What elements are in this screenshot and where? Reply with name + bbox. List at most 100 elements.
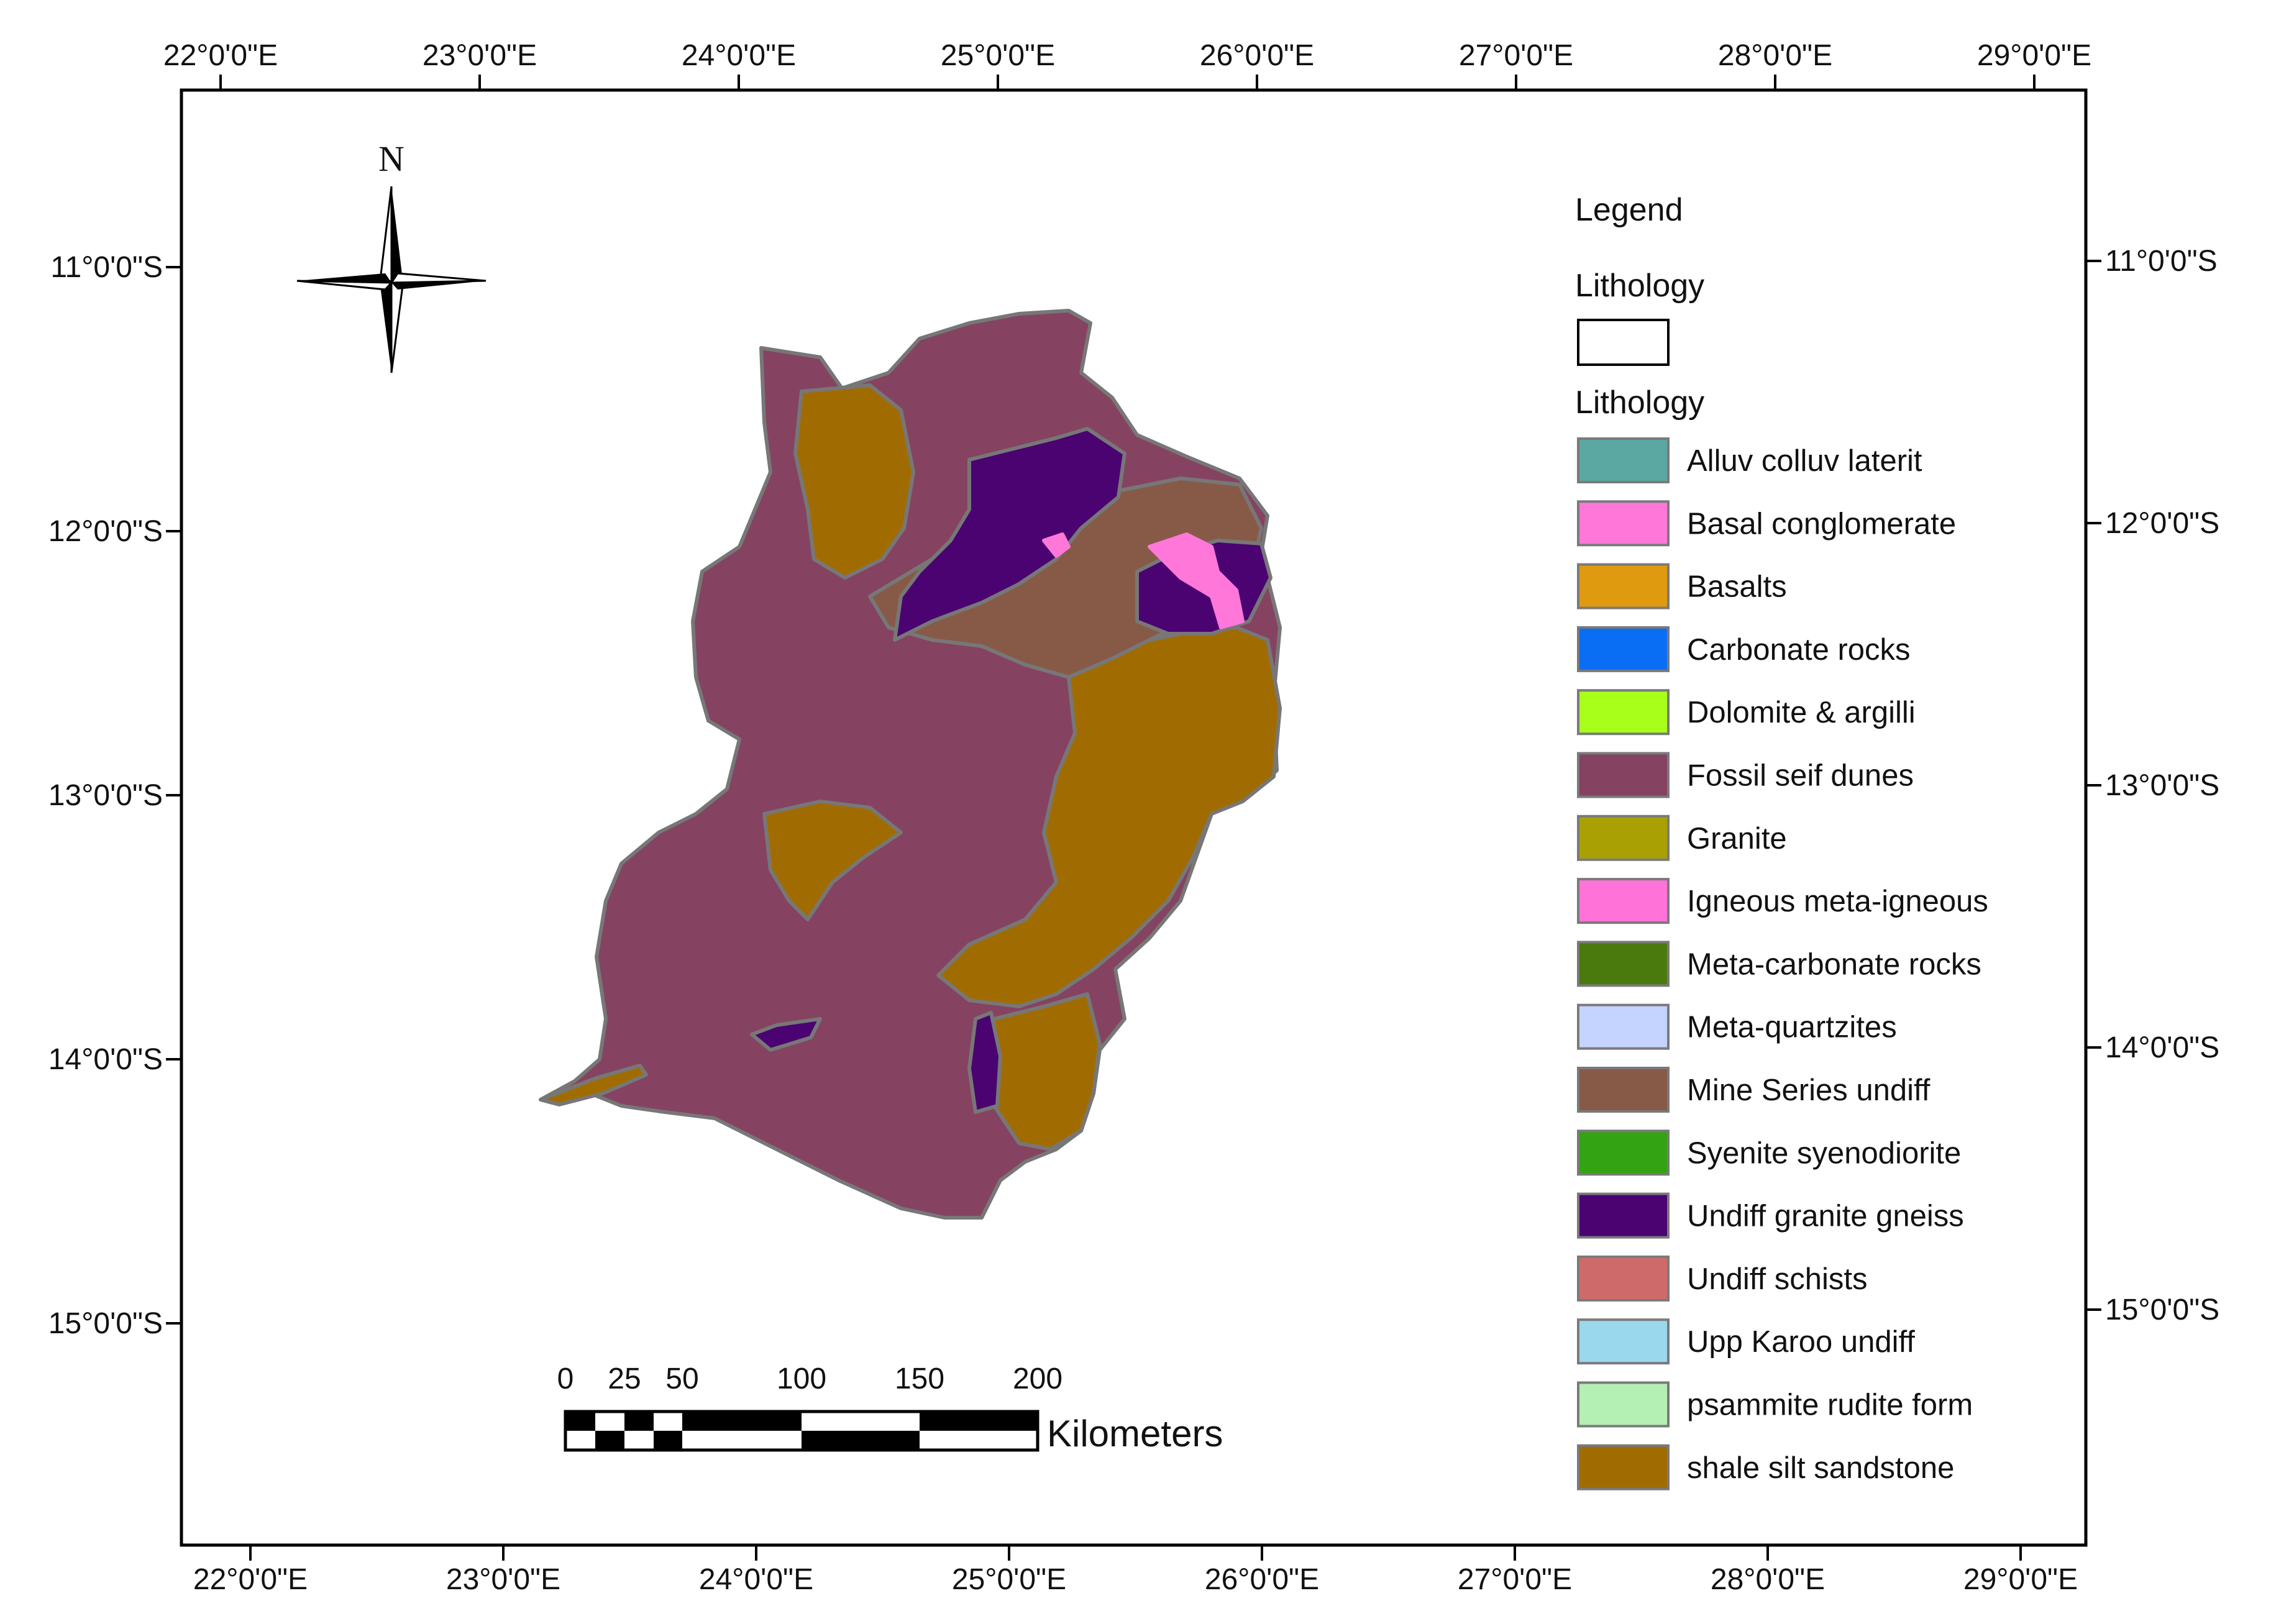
scale-unit: Kilometers <box>1047 1413 1223 1454</box>
lon-label-bottom: 23°0'0"E <box>446 1563 560 1596</box>
legend-item: Upp Karoo undiff <box>1577 1318 1915 1365</box>
legend-label: shale silt sandstone <box>1687 1451 1954 1485</box>
undiff-granite-gneiss-south <box>967 1011 1002 1114</box>
scale-label: 25 <box>608 1362 641 1395</box>
legend-item: Dolomite & argilli <box>1577 689 1916 736</box>
legend-swatch <box>1577 1255 1670 1302</box>
legend-title: Legend <box>1575 192 1683 228</box>
legend-label: Igneous meta-igneous <box>1687 885 1988 918</box>
legend-item: Fossil seif dunes <box>1577 752 1914 798</box>
legend-label: Dolomite & argilli <box>1687 696 1916 729</box>
legend-item: Mine Series undiff <box>1577 1067 1931 1113</box>
legend-item: Carbonate rocks <box>1577 626 1911 672</box>
legend-swatch <box>1577 500 1670 547</box>
shale-silt-sandstone-nw <box>793 383 915 580</box>
scale-label: 100 <box>777 1362 826 1395</box>
lon-label-top: 25°0'0"E <box>941 39 1055 72</box>
legend-item: Undiff schists <box>1577 1255 1867 1302</box>
lon-label-top: 23°0'0"E <box>423 39 537 72</box>
legend-item: shale silt sandstone <box>1577 1444 1954 1490</box>
legend-label: Fossil seif dunes <box>1687 759 1914 793</box>
lon-label-bottom: 24°0'0"E <box>699 1563 813 1596</box>
legend-label: Carbonate rocks <box>1687 633 1911 667</box>
lat-label-right: 15°0'0"S <box>2105 1293 2219 1326</box>
lon-label-top: 26°0'0"E <box>1200 39 1314 72</box>
legend-label: Granite <box>1687 822 1787 855</box>
lat-label-right: 14°0'0"S <box>2105 1031 2219 1064</box>
legend-swatch <box>1577 1381 1670 1428</box>
legend-label: Meta-carbonate rocks <box>1687 947 1981 981</box>
legend-label: Undiff granite gneiss <box>1687 1200 1964 1233</box>
lon-label-top: 22°0'0"E <box>163 39 278 72</box>
legend-label: Mine Series undiff <box>1687 1074 1931 1107</box>
legend-item: Granite <box>1577 814 1787 861</box>
scale-label: 200 <box>1013 1362 1062 1395</box>
lon-label-top: 29°0'0"E <box>1977 39 2091 72</box>
lat-label-left: 14°0'0"S <box>48 1043 163 1076</box>
lon-label-top: 27°0'0"E <box>1459 39 1573 72</box>
shale-silt-sandstone-central <box>762 800 903 921</box>
scale-label: 150 <box>895 1362 944 1395</box>
legend-swatch <box>1577 1318 1670 1365</box>
legend-swatch <box>1577 563 1670 609</box>
legend-label: Upp Karoo undiff <box>1687 1325 1915 1359</box>
legend-swatch <box>1577 941 1670 987</box>
legend-swatch <box>1577 1129 1670 1176</box>
legend-item: psammite rudite form <box>1577 1381 1973 1428</box>
north-label: N <box>378 139 404 179</box>
lon-label-bottom: 25°0'0"E <box>952 1563 1066 1596</box>
lon-label-top: 24°0'0"E <box>682 39 796 72</box>
undiff-granite-gneiss-north <box>893 427 1126 642</box>
legend-label: Alluv colluv laterit <box>1687 444 1922 478</box>
lon-label-top: 28°0'0"E <box>1718 39 1832 72</box>
legend-swatch <box>1577 1444 1670 1490</box>
lon-label-bottom: 27°0'0"E <box>1458 1563 1572 1596</box>
legend-swatch <box>1577 878 1670 924</box>
legend-item: Meta-quartzites <box>1577 1003 1897 1050</box>
lat-label-left: 13°0'0"S <box>48 779 163 812</box>
legend-swatch <box>1577 1003 1670 1050</box>
legend-item: Syenite syenodiorite <box>1577 1129 1961 1176</box>
scale-label: 0 <box>557 1362 574 1395</box>
lithology-region <box>539 309 1282 1220</box>
legend-group-title: Lithology <box>1575 385 1704 421</box>
legend-label: Undiff schists <box>1687 1262 1867 1296</box>
legend-swatch <box>1577 689 1670 736</box>
lat-label-right: 12°0'0"S <box>2105 507 2219 540</box>
graticule-ticks <box>166 75 2101 1561</box>
legend-swatch <box>1577 1067 1670 1113</box>
scale-bar: 0 25 50 100 150 200 Kilometers <box>557 1362 1223 1454</box>
lat-label-right: 11°0'0"S <box>2105 245 2218 278</box>
lat-label-left: 12°0'0"S <box>48 515 163 548</box>
shale-silt-sandstone-east <box>936 626 1282 1008</box>
lon-label-bottom: 29°0'0"E <box>1963 1563 2078 1596</box>
lat-label-right: 13°0'0"S <box>2105 769 2219 802</box>
legend-label: psammite rudite form <box>1687 1389 1973 1422</box>
legend-swatch <box>1577 437 1670 483</box>
legend-item: Basal conglomerate <box>1577 500 1956 547</box>
lon-label-bottom: 28°0'0"E <box>1711 1563 1825 1596</box>
lon-label-bottom: 22°0'0"E <box>193 1563 308 1596</box>
shale-silt-sandstone-sw <box>539 1064 648 1106</box>
legend: Legend Lithology Lithology <box>1575 192 1704 421</box>
legend-label: Meta-quartzites <box>1687 1011 1897 1044</box>
legend-swatch <box>1577 752 1670 798</box>
lat-label-left: 15°0'0"S <box>48 1307 163 1340</box>
legend-label: Basal conglomerate <box>1687 507 1956 541</box>
legend-empty-swatch <box>1577 319 1670 366</box>
legend-item: Alluv colluv laterit <box>1577 437 1922 483</box>
legend-items: Alluv colluv laterit Basal conglomerate Ba… <box>1577 437 1988 1490</box>
north-arrow-compass-icon: N <box>296 139 487 373</box>
legend-swatch <box>1577 814 1670 861</box>
legend-item: Meta-carbonate rocks <box>1577 941 1981 987</box>
legend-group-title: Lithology <box>1575 268 1704 304</box>
legend-label: Basalts <box>1687 570 1787 604</box>
legend-item: Basalts <box>1577 563 1787 609</box>
legend-label: Syenite syenodiorite <box>1687 1136 1961 1170</box>
scale-label: 50 <box>665 1362 698 1395</box>
lon-label-bottom: 26°0'0"E <box>1205 1563 1319 1596</box>
legend-item: Undiff granite gneiss <box>1577 1192 1964 1239</box>
legend-swatch <box>1577 626 1670 672</box>
legend-swatch <box>1577 1192 1670 1239</box>
